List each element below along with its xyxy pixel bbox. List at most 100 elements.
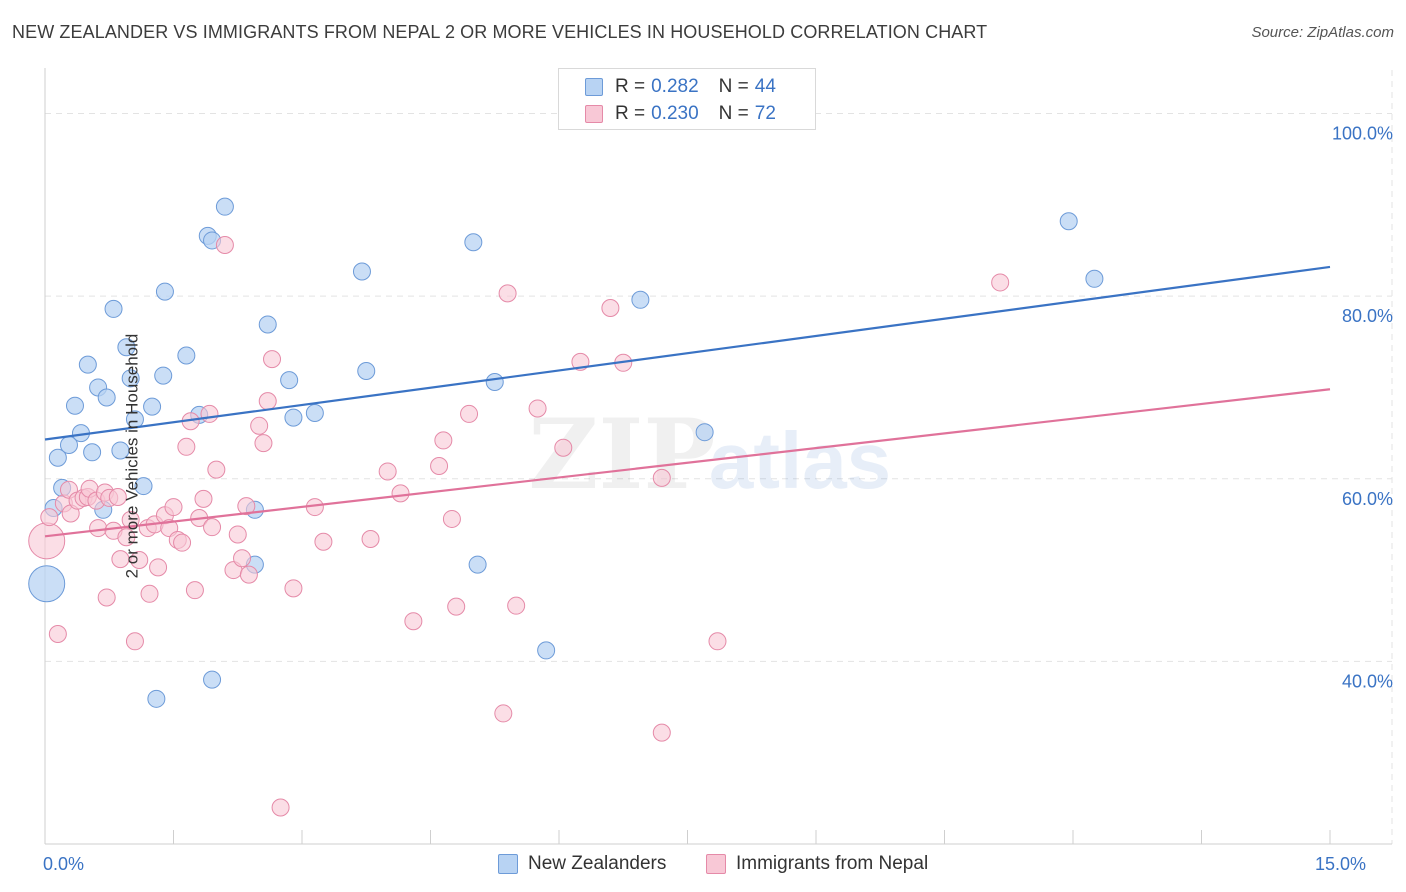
point-new-zealanders	[65, 396, 84, 415]
point-nepal	[121, 510, 140, 529]
trend-line-new-zealanders	[44, 265, 1331, 441]
point-nepal	[447, 597, 466, 616]
point-new-zealanders	[147, 689, 166, 708]
point-nepal	[207, 460, 226, 479]
point-new-zealanders	[177, 346, 196, 365]
point-nepal	[97, 588, 116, 607]
point-nepal	[258, 392, 277, 411]
point-nepal	[200, 404, 219, 423]
point-nepal	[652, 723, 671, 742]
point-nepal	[48, 624, 67, 643]
point-nepal	[108, 488, 127, 507]
point-new-zealanders	[1085, 269, 1104, 288]
point-new-zealanders	[28, 565, 66, 603]
point-nepal	[430, 456, 449, 475]
legend-r-value: 0.282	[651, 76, 699, 97]
point-nepal	[378, 462, 397, 481]
point-new-zealanders	[78, 355, 97, 374]
point-nepal	[125, 632, 144, 651]
point-new-zealanders	[104, 299, 123, 318]
point-nepal	[149, 558, 168, 577]
point-new-zealanders	[117, 338, 136, 357]
point-new-zealanders	[121, 369, 140, 388]
y-tick-label: 100.0%	[1332, 124, 1393, 144]
point-nepal	[177, 437, 196, 456]
point-nepal	[284, 579, 303, 598]
trend-line-nepal	[44, 388, 1331, 538]
point-new-zealanders	[631, 290, 650, 309]
point-nepal	[652, 468, 671, 487]
point-nepal	[434, 431, 453, 450]
y-tick-label: 80.0%	[1342, 306, 1393, 326]
bottom-legend-label: New Zealanders	[528, 853, 667, 874]
point-nepal	[314, 532, 333, 551]
point-nepal	[554, 438, 573, 457]
y-axis-label: 2 or more Vehicles in Household	[122, 333, 142, 579]
legend-n-value: 44	[754, 76, 776, 97]
legend-swatch-pink	[585, 105, 603, 123]
point-nepal	[228, 525, 247, 544]
point-new-zealanders	[695, 423, 714, 442]
legend-r-label: R =	[615, 76, 646, 97]
point-nepal	[130, 551, 149, 570]
point-new-zealanders	[352, 262, 371, 281]
y-tick-label: 60.0%	[1342, 489, 1393, 509]
point-nepal	[185, 581, 204, 600]
point-nepal	[442, 509, 461, 528]
point-nepal	[254, 434, 273, 453]
point-nepal	[404, 612, 423, 631]
point-nepal	[528, 399, 547, 418]
point-nepal	[111, 550, 130, 569]
point-new-zealanders	[134, 477, 153, 496]
point-nepal	[391, 484, 410, 503]
point-new-zealanders	[203, 670, 222, 689]
point-new-zealanders	[215, 197, 234, 216]
point-new-zealanders	[1059, 212, 1078, 231]
point-nepal	[708, 632, 727, 651]
point-nepal	[40, 508, 59, 527]
point-nepal	[250, 416, 269, 435]
point-nepal	[140, 584, 159, 603]
point-nepal	[89, 519, 108, 538]
point-new-zealanders	[155, 282, 174, 301]
point-nepal	[203, 518, 222, 537]
legend-r-label: R =	[615, 103, 646, 124]
tick-labels: 100.0% 80.0% 60.0% 40.0% 0.0% 15.0%	[43, 124, 1393, 874]
point-nepal	[194, 489, 213, 508]
point-nepal	[361, 530, 380, 549]
point-nepal	[498, 284, 517, 303]
point-new-zealanders	[97, 388, 116, 407]
point-nepal	[507, 596, 526, 615]
legend-r-value: 0.230	[651, 103, 699, 124]
point-new-zealanders	[464, 233, 483, 252]
point-nepal	[117, 528, 136, 547]
legend-n-label: N =	[718, 76, 749, 97]
trend-lines	[44, 265, 1331, 538]
point-nepal	[173, 533, 192, 552]
legend-row-nepal: R = 0.230 N = 72	[585, 102, 776, 126]
x-tick-label: 15.0%	[1315, 854, 1366, 874]
point-nepal	[239, 565, 258, 584]
data-points	[28, 197, 1104, 817]
point-new-zealanders	[83, 443, 102, 462]
point-nepal	[164, 498, 183, 517]
point-new-zealanders	[258, 315, 277, 334]
chart-title: NEW ZEALANDER VS IMMIGRANTS FROM NEPAL 2…	[12, 22, 988, 42]
bottom-legend-label: Immigrants from Nepal	[736, 853, 929, 874]
point-new-zealanders	[284, 408, 303, 427]
point-new-zealanders	[357, 362, 376, 381]
point-nepal	[233, 549, 252, 568]
point-new-zealanders	[111, 441, 130, 460]
point-new-zealanders	[154, 366, 173, 385]
bottom-legend-nepal: Immigrants from Nepal	[706, 852, 928, 876]
point-nepal	[215, 236, 234, 255]
legend-row-new-zealanders: R = 0.282 N = 44	[585, 75, 776, 99]
point-nepal	[237, 497, 256, 516]
point-new-zealanders	[537, 641, 556, 660]
bottom-legend-new-zealanders: New Zealanders	[498, 852, 666, 876]
point-new-zealanders	[280, 371, 299, 390]
point-nepal	[28, 522, 66, 560]
point-new-zealanders	[48, 448, 67, 467]
x-tick-label: 0.0%	[43, 854, 84, 874]
